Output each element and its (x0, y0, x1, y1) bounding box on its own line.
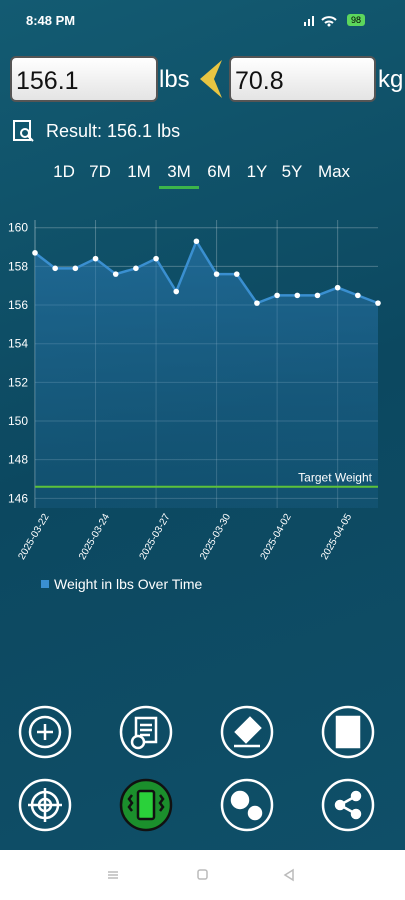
range-tab[interactable]: 7D (89, 162, 111, 181)
result-icon (13, 120, 34, 142)
x-tick-label: 2025-04-02 (259, 512, 294, 562)
add-button[interactable] (18, 705, 72, 759)
range-tab[interactable]: 6M (207, 162, 231, 181)
data-point (213, 271, 220, 277)
y-tick-label: 152 (8, 375, 28, 389)
data-point (52, 265, 58, 272)
chart: 146 148 150 152 154 156 158 160 2025-03-22 2025-0… (8, 220, 381, 592)
clear-button[interactable] (220, 705, 274, 759)
calculator-button[interactable] (321, 705, 375, 759)
data-point (92, 255, 99, 262)
data-point (334, 284, 341, 291)
area-fill (35, 241, 378, 508)
data-point (314, 292, 321, 299)
settings-button[interactable] (220, 778, 274, 832)
data-point (233, 271, 240, 277)
data-point (375, 300, 381, 306)
y-tick-label: 148 (8, 453, 28, 467)
y-tick-label: 156 (8, 298, 28, 312)
swap-arrow[interactable] (196, 58, 226, 100)
range-tab[interactable]: Max (317, 162, 351, 181)
result-text: Result: 156.1 lbs (46, 121, 181, 141)
data-point (274, 292, 280, 299)
nav-bar (108, 868, 294, 882)
range-tab[interactable]: 5Y (281, 162, 303, 181)
range-tab[interactable]: 3M (167, 162, 191, 181)
x-tick-label: 2025-03-30 (198, 512, 233, 562)
target-button[interactable] (18, 778, 72, 832)
share-button[interactable] (321, 778, 375, 832)
y-tick-label: 160 (8, 221, 28, 235)
data-point (112, 271, 119, 277)
x-tick-label: 2025-03-27 (138, 512, 173, 562)
data-point (72, 265, 79, 272)
weight-line (34, 238, 379, 305)
kg-input[interactable]: 70.8 (229, 56, 376, 102)
y-tick-label: 158 (8, 259, 28, 273)
lbs-unit: lbs (159, 66, 190, 93)
home-button[interactable] (197, 869, 208, 880)
legend-label: Weight in lbs Over Time (54, 576, 203, 592)
range-tab[interactable]: 1M (127, 162, 151, 181)
data-point (254, 300, 260, 306)
x-tick-label: 2025-03-22 (16, 512, 51, 562)
data-point (32, 250, 38, 256)
data-point (173, 288, 180, 295)
history-button[interactable] (119, 705, 173, 759)
x-tick-label: 2025-04-05 (319, 512, 354, 562)
data-point (153, 255, 159, 262)
app-screen: 8:48 PM 98 156.1 lbs 70.8 kg Result: 156… (0, 0, 405, 850)
back-button[interactable] (283, 868, 294, 882)
vibrate-button[interactable] (119, 778, 173, 832)
data-point (193, 238, 200, 245)
y-tick-label: 146 (8, 491, 28, 505)
y-tick-label: 150 (8, 414, 28, 428)
action-buttons (18, 705, 375, 832)
kg-unit: kg (378, 66, 404, 93)
active-tab-underline (159, 186, 199, 189)
lbs-input[interactable]: 156.1 (10, 56, 158, 102)
x-tick-label: 2025-03-24 (77, 512, 112, 562)
target-label: Target Weight (298, 471, 372, 485)
data-point (355, 292, 361, 299)
battery: 98 (347, 14, 365, 26)
y-tick-label: 154 (8, 337, 28, 351)
range-tab[interactable]: 1Y (246, 162, 268, 181)
legend-swatch (41, 580, 49, 588)
status-time: 8:48 PM (26, 13, 76, 28)
data-point (294, 292, 301, 299)
range-tab[interactable]: 1D (53, 162, 75, 181)
data-point (133, 265, 139, 272)
status-icons (304, 16, 337, 27)
